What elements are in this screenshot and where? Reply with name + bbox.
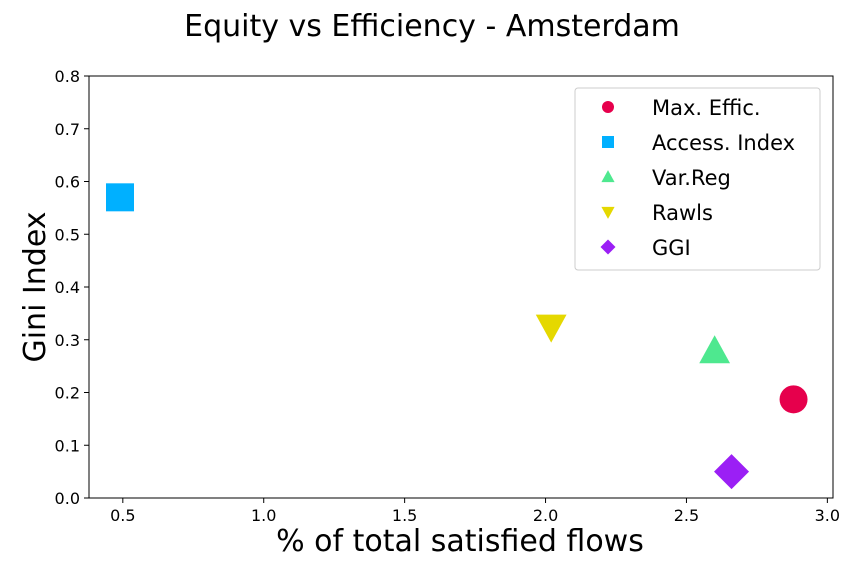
point-ggi bbox=[714, 454, 750, 490]
x-tick-label: 0.5 bbox=[110, 506, 135, 525]
y-tick-label: 0.8 bbox=[55, 67, 80, 86]
x-tick-label: 1.5 bbox=[392, 506, 417, 525]
y-axis-label: Gini Index bbox=[18, 211, 53, 362]
legend-label-access-index: Access. Index bbox=[652, 131, 795, 155]
y-tick-label: 0.3 bbox=[55, 331, 80, 350]
legend-marker-max-effic bbox=[602, 101, 614, 113]
legend-marker-rawls bbox=[601, 206, 615, 219]
legend-label-var-reg: Var.Reg bbox=[652, 166, 731, 190]
x-tick-label: 2.5 bbox=[674, 506, 699, 525]
x-axis-ticks: 0.5 1.0 1.5 2.0 2.5 3.0 bbox=[110, 498, 840, 525]
legend-label-max-effic: Max. Effic. bbox=[652, 96, 761, 120]
chart-title: Equity vs Efficiency - Amsterdam bbox=[184, 9, 680, 44]
point-access-index bbox=[106, 183, 134, 212]
y-tick-label: 0.2 bbox=[55, 384, 80, 403]
x-axis-label: % of total satisfied flows bbox=[276, 524, 644, 559]
legend: Max. Effic. Access. Index Var.Reg Rawls GGI bbox=[574, 87, 821, 271]
y-axis-ticks: 0.0 0.1 0.2 0.3 0.4 0.5 0.6 0.7 0.8 bbox=[55, 67, 89, 508]
x-tick-label: 3.0 bbox=[815, 506, 840, 525]
legend-marker-ggi bbox=[600, 239, 616, 255]
x-tick-label: 1.0 bbox=[251, 506, 276, 525]
point-rawls bbox=[535, 314, 567, 343]
y-tick-label: 0.6 bbox=[55, 173, 80, 192]
y-tick-label: 0.0 bbox=[55, 489, 80, 508]
legend-label-ggi: GGI bbox=[652, 236, 691, 260]
y-tick-label: 0.7 bbox=[55, 120, 80, 139]
x-tick-label: 2.0 bbox=[533, 506, 558, 525]
y-tick-label: 0.1 bbox=[55, 436, 80, 455]
legend-marker-var-reg bbox=[601, 170, 615, 183]
y-tick-label: 0.4 bbox=[55, 278, 80, 297]
legend-label-rawls: Rawls bbox=[652, 201, 713, 225]
point-max-effic bbox=[779, 385, 808, 414]
legend-marker-access-index bbox=[602, 136, 614, 148]
point-var-reg bbox=[699, 335, 731, 364]
y-tick-label: 0.5 bbox=[55, 225, 80, 244]
data-points bbox=[106, 183, 808, 490]
legend-box bbox=[574, 87, 821, 271]
